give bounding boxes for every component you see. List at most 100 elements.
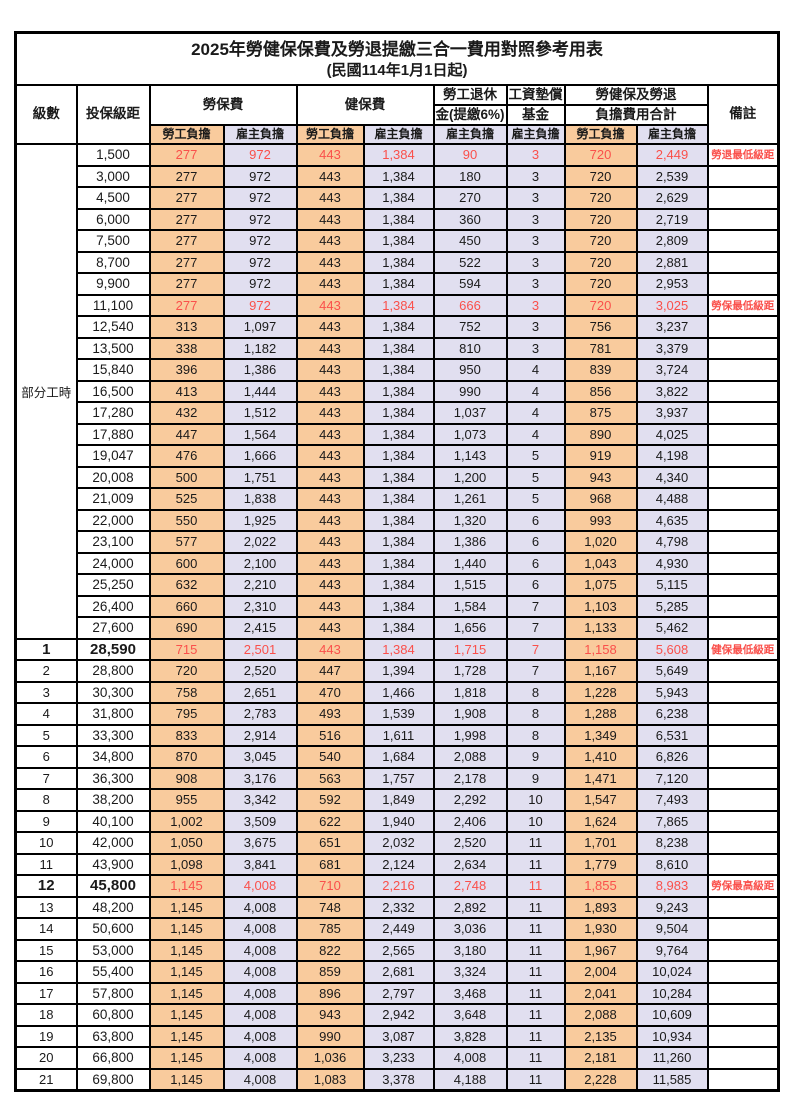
- fee-cell: 972: [222, 207, 298, 231]
- fee-cell: 720: [563, 293, 638, 317]
- subheader-employer-burden: 雇主負擔: [362, 124, 435, 145]
- fee-cell: 2,004: [563, 960, 638, 984]
- fee-cell: 1,386: [432, 530, 508, 554]
- fee-cell: 6: [505, 573, 566, 597]
- fee-cell: 1,036: [295, 1046, 365, 1070]
- fee-cell: 2,651: [222, 680, 298, 704]
- fee-cell: 2,881: [635, 250, 709, 274]
- fee-cell: 5: [505, 465, 566, 489]
- table-row: 16 55,400 1,145 4,008 859 2,681 3,324 11 2,004 10…: [14, 960, 780, 984]
- bracket-cell: 3,000: [75, 164, 151, 188]
- fee-cell: 396: [148, 358, 225, 382]
- fee-cell: 1,684: [362, 745, 435, 769]
- fee-cell: 7: [505, 616, 566, 640]
- fee-cell: 6: [505, 530, 566, 554]
- bracket-cell: 19,047: [75, 444, 151, 468]
- fee-cell: 690: [148, 616, 225, 640]
- fee-cell: 3,036: [432, 917, 508, 941]
- bracket-cell: 6,000: [75, 207, 151, 231]
- fee-cell: 839: [563, 358, 638, 382]
- table-row: 22,000 550 1,925 443 1,384 1,320 6 993 4,635: [16, 508, 780, 532]
- bracket-cell: 4,500: [75, 186, 151, 210]
- fee-cell: 1,384: [362, 336, 435, 360]
- fee-cell: 1,384: [362, 401, 435, 425]
- remark-cell: [706, 573, 780, 597]
- table-row: 9,900 277 972 443 1,384 594 3 720 2,953: [16, 272, 780, 296]
- table-row: 21 69,800 1,145 4,008 1,083 3,378 4,188 11 2,228…: [14, 1067, 780, 1092]
- fee-cell: 443: [295, 487, 365, 511]
- fee-cell: 1,200: [432, 465, 508, 489]
- fee-cell: 1,182: [222, 336, 298, 360]
- fee-cell: 1,384: [362, 207, 435, 231]
- remark-cell: [706, 530, 780, 554]
- col-header-wage-fund-line2: 基金: [505, 104, 566, 126]
- remark-cell: [706, 895, 780, 919]
- fee-cell: 11: [505, 981, 566, 1005]
- fee-cell: 1,384: [362, 272, 435, 296]
- remark-cell: [706, 1046, 780, 1070]
- fee-cell: 3: [505, 143, 566, 167]
- table-row: 13,500 338 1,182 443 1,384 810 3 781 3,379: [16, 336, 780, 360]
- fee-cell: 443: [295, 530, 365, 554]
- remark-cell: [706, 680, 780, 704]
- fee-cell: 890: [563, 422, 638, 446]
- fee-cell: 622: [295, 809, 365, 833]
- fee-cell: 277: [148, 207, 225, 231]
- col-header-bracket: 投保級距: [75, 84, 151, 145]
- page-title: 2025年勞健保保費及勞退提繳三合一費用對照參考用表: [191, 39, 603, 59]
- fee-cell: 11: [505, 938, 566, 962]
- fee-cell: 856: [563, 379, 638, 403]
- fee-cell: 443: [295, 143, 365, 167]
- fee-cell: 785: [295, 917, 365, 941]
- fee-cell: 1,440: [432, 551, 508, 575]
- fee-cell: 8: [505, 680, 566, 704]
- bracket-cell: 31,800: [75, 702, 151, 726]
- bracket-cell: 23,100: [75, 530, 151, 554]
- fee-cell: 972: [222, 272, 298, 296]
- fee-cell: 720: [563, 164, 638, 188]
- table-row: 7 36,300 908 3,176 563 1,757 2,178 9 1,471 7,120: [14, 766, 780, 790]
- fee-cell: 443: [295, 573, 365, 597]
- fee-cell: 3,468: [432, 981, 508, 1005]
- remark-cell: [706, 960, 780, 984]
- fee-cell: 594: [432, 272, 508, 296]
- fee-cell: 993: [563, 508, 638, 532]
- fee-cell: 6,826: [635, 745, 709, 769]
- fee-cell: 563: [295, 766, 365, 790]
- fee-cell: 5,943: [635, 680, 709, 704]
- table-row: 14 50,600 1,145 4,008 785 2,449 3,036 11 1,930 9,…: [14, 917, 780, 941]
- level-cell: 1: [14, 637, 78, 661]
- fee-cell: 1,384: [362, 315, 435, 339]
- fee-cell: 7,120: [635, 766, 709, 790]
- fee-cell: 3,937: [635, 401, 709, 425]
- fee-cell: 1,715: [432, 637, 508, 661]
- fee-cell: 1,384: [362, 186, 435, 210]
- table-row: 11,100 277 972 443 1,384 666 3 720 3,025 勞保最低級距: [16, 293, 780, 317]
- page-subtitle: (民國114年1月1日起): [326, 62, 468, 80]
- subheader-employer-burden: 雇主負擔: [635, 124, 709, 145]
- bracket-cell: 57,800: [75, 981, 151, 1005]
- fee-cell: 720: [563, 229, 638, 253]
- fee-cell: 4,008: [432, 1046, 508, 1070]
- fee-cell: 360: [432, 207, 508, 231]
- fee-cell: 5,462: [635, 616, 709, 640]
- fee-cell: 5,285: [635, 594, 709, 618]
- fee-cell: 4,008: [222, 1067, 298, 1092]
- bracket-cell: 21,009: [75, 487, 151, 511]
- fee-cell: 277: [148, 186, 225, 210]
- remark-cell: [706, 508, 780, 532]
- table-row: 21,009 525 1,838 443 1,384 1,261 5 968 4,488: [16, 487, 780, 511]
- fee-cell: 2,501: [222, 637, 298, 661]
- fee-cell: 3,841: [222, 852, 298, 876]
- bracket-cell: 28,800: [75, 659, 151, 683]
- fee-cell: 1,075: [563, 573, 638, 597]
- table-row: 17,280 432 1,512 443 1,384 1,037 4 875 3,937: [16, 401, 780, 425]
- fee-cell: 1,384: [362, 379, 435, 403]
- fee-cell: 277: [148, 143, 225, 167]
- fee-cell: 8,610: [635, 852, 709, 876]
- fee-cell: 10,284: [635, 981, 709, 1005]
- fee-cell: 4,930: [635, 551, 709, 575]
- fee-cell: 5,608: [635, 637, 709, 661]
- fee-cell: 666: [432, 293, 508, 317]
- fee-cell: 447: [295, 659, 365, 683]
